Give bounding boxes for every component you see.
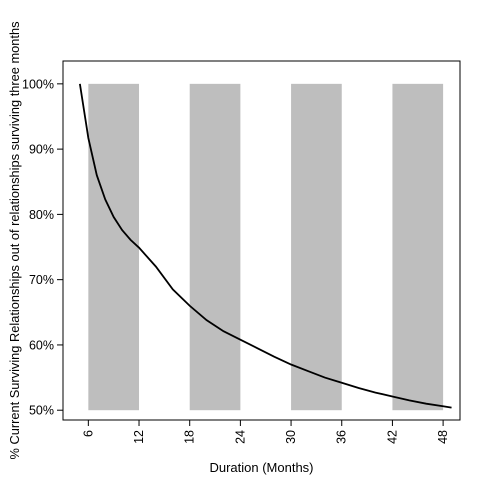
- x-tick-label: 48: [436, 430, 450, 444]
- band-1: [88, 83, 140, 411]
- y-tick-label: 60%: [29, 338, 54, 352]
- x-tick-label: 36: [335, 430, 349, 444]
- band-3: [291, 83, 342, 411]
- x-axis: 6 12 18 24 30 36 42 48: [81, 420, 450, 444]
- band-2: [189, 83, 241, 411]
- y-tick-label: 100%: [22, 77, 54, 91]
- x-axis-title: Duration (Months): [209, 460, 313, 475]
- x-tick-label: 42: [385, 430, 399, 444]
- plot-frame: [62, 60, 461, 421]
- survival-curve: [79, 83, 452, 409]
- x-tick-label: 6: [81, 430, 95, 437]
- x-tick-label: 30: [284, 430, 298, 444]
- x-tick-label: 12: [132, 430, 146, 444]
- y-axis-title: % Current Surviving Relationships out of…: [7, 21, 22, 459]
- y-tick-label: 80%: [29, 208, 54, 222]
- x-tick-label: 24: [233, 430, 247, 444]
- x-tick-label: 18: [183, 430, 197, 444]
- band-4: [392, 83, 444, 411]
- y-tick-label: 90%: [29, 143, 54, 157]
- y-tick-label: 70%: [29, 273, 54, 287]
- y-axis: 50% 60% 70% 80% 90% 100%: [22, 77, 63, 418]
- y-tick-label: 50%: [29, 404, 54, 418]
- shaded-bands: [88, 83, 444, 411]
